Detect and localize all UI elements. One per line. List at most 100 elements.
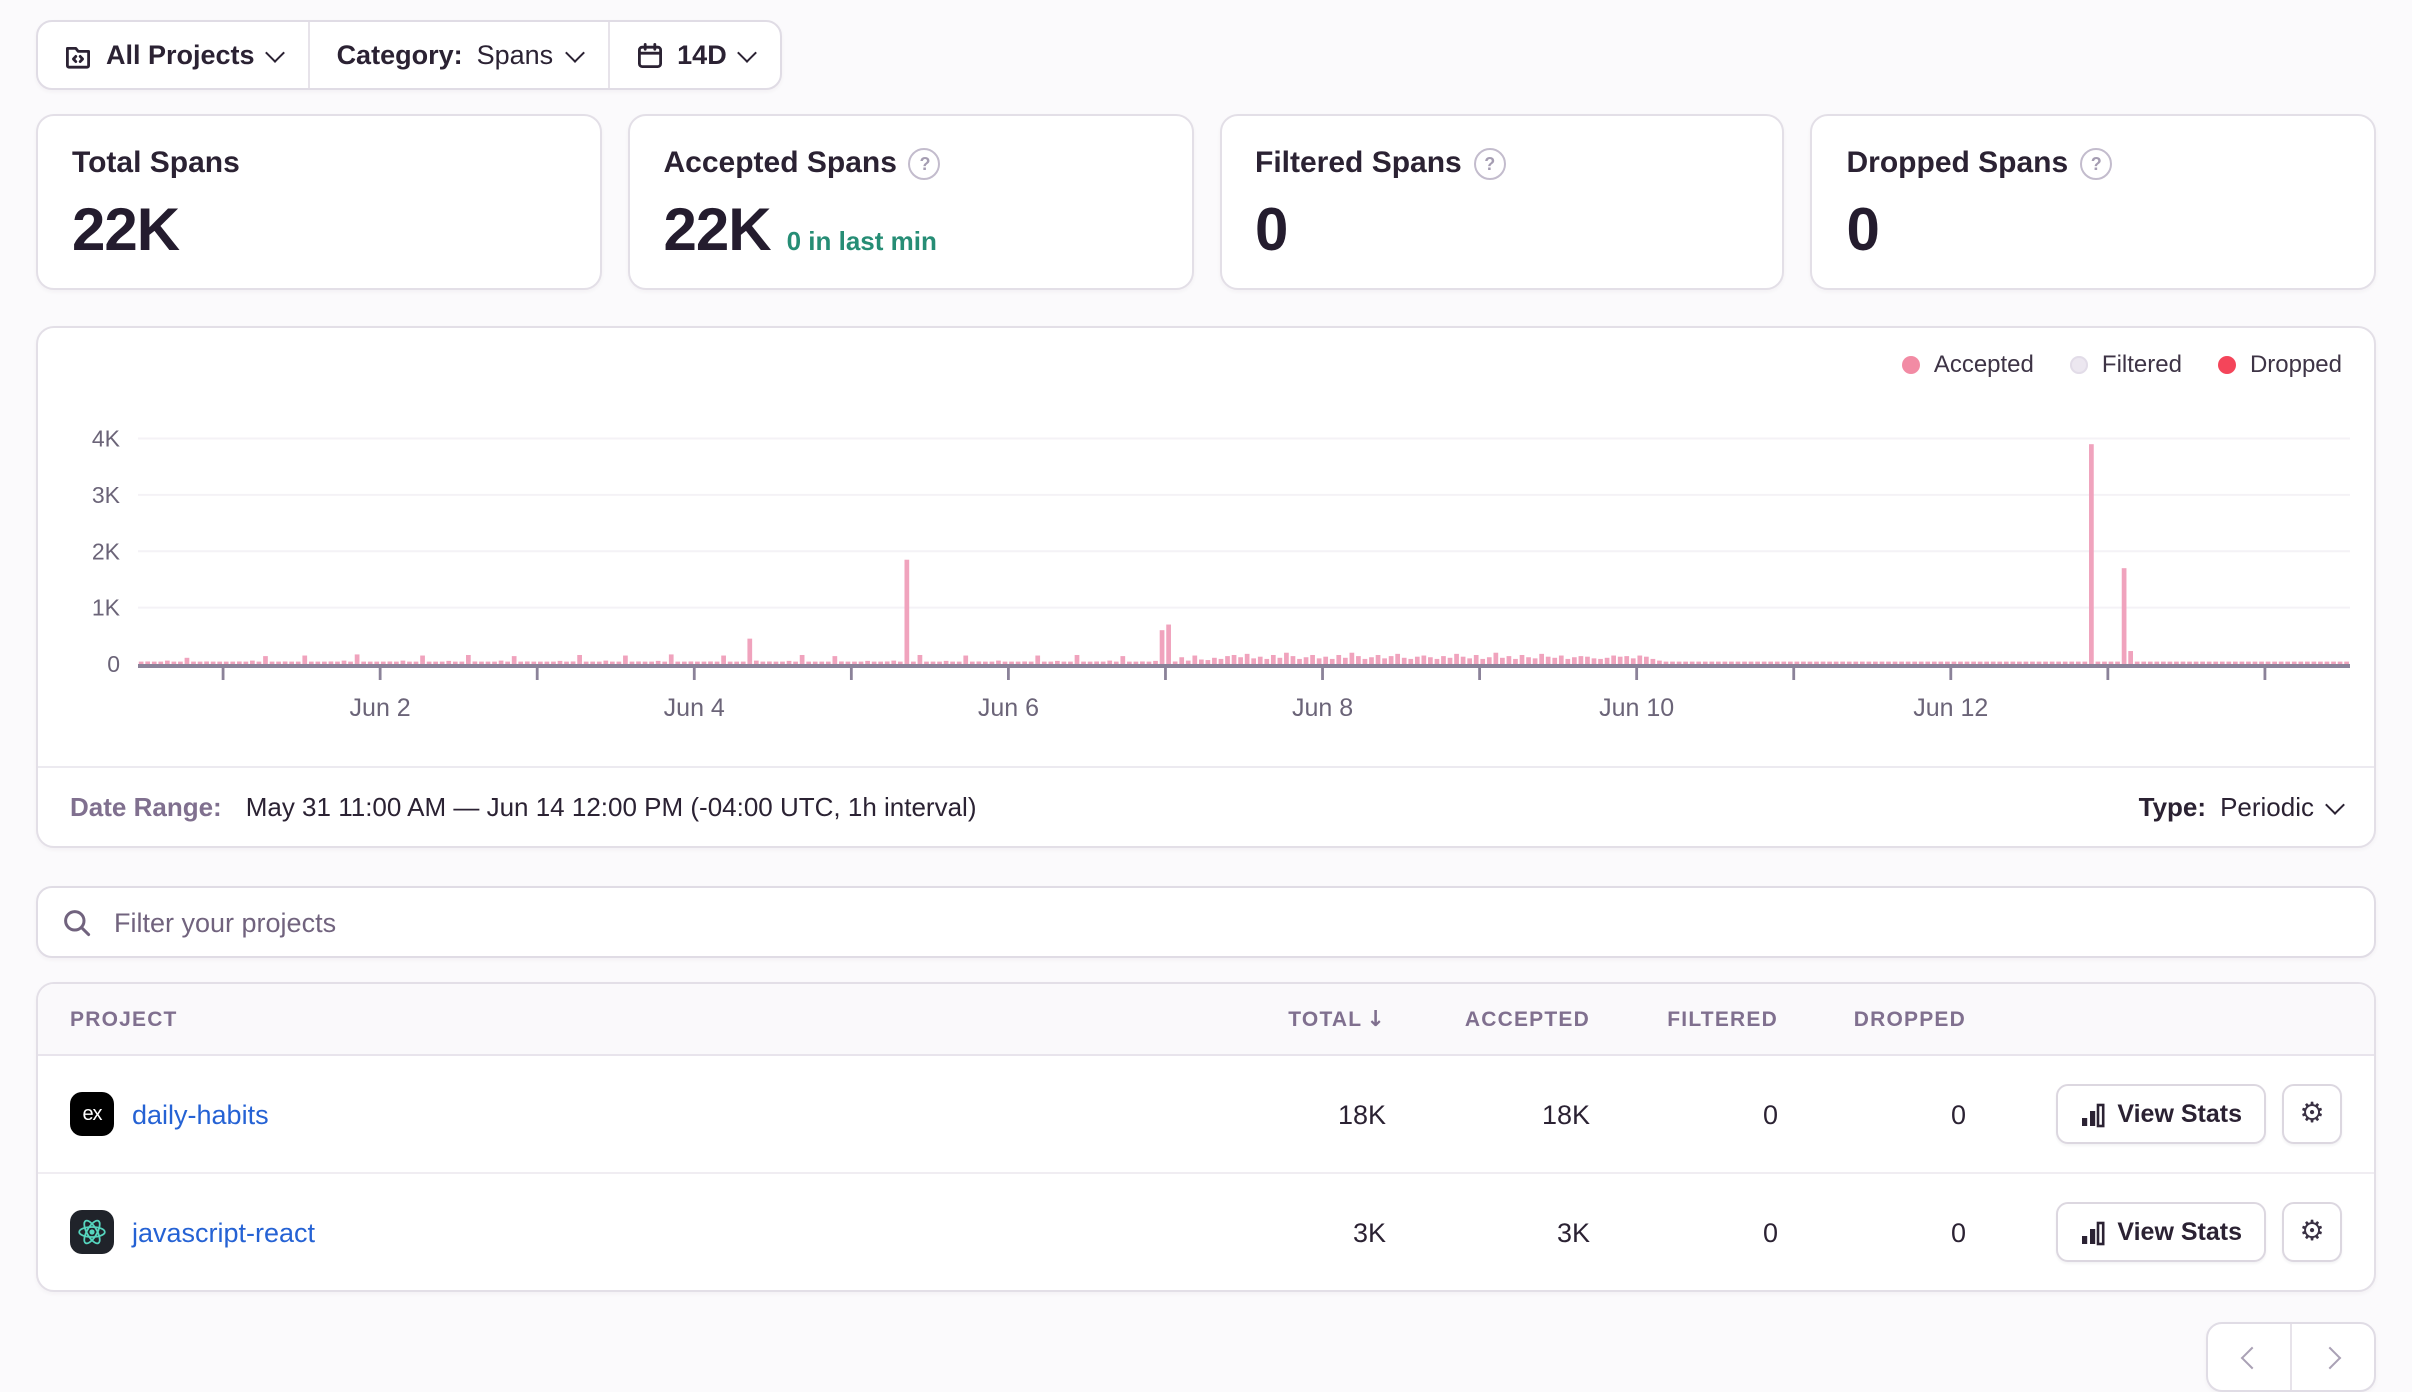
spans-chart-card: Accepted Filtered Dropped 0 1K 2K 3K 4K Jun 2… <box>36 326 2376 848</box>
chevron-down-icon <box>564 42 585 62</box>
chart-legend: Accepted Filtered Dropped <box>1901 350 2342 378</box>
svg-text:0: 0 <box>107 651 120 677</box>
svg-text:2K: 2K <box>92 538 121 564</box>
chart-footer: Date Range: May 31 11:00 AM — Jun 14 12:… <box>38 766 2374 846</box>
card-title: Total Spans <box>72 146 240 180</box>
help-icon[interactable]: ? <box>1473 147 1506 179</box>
projects-table: PROJECT TOTAL ↓ ACCEPTED FILTERED DROPPED… <box>36 982 2376 1292</box>
total-value: 18K <box>1337 1099 1386 1129</box>
chevron-down-icon <box>265 42 286 62</box>
view-stats-button[interactable]: View Stats <box>2055 1202 2266 1262</box>
date-range-readout: Date Range: May 31 11:00 AM — Jun 14 12:… <box>70 792 977 822</box>
total-spans-card: Total Spans 22K <box>36 114 602 290</box>
total-value: 3K <box>1352 1217 1386 1247</box>
column-header-dropped[interactable]: DROPPED <box>1853 1007 1966 1031</box>
chevron-down-icon <box>2325 794 2345 814</box>
svg-text:Jun 2: Jun 2 <box>350 694 411 722</box>
dropped-spans-card: Dropped Spans ? 0 <box>1810 114 2376 290</box>
project-settings-button[interactable]: ⚙ <box>2282 1084 2342 1144</box>
project-link[interactable]: javascript-react <box>132 1217 316 1247</box>
card-title: Accepted Spans <box>663 146 897 180</box>
date-range-selector[interactable]: 14D <box>607 22 781 88</box>
column-header-project: PROJECT <box>70 1007 178 1031</box>
category-value: Spans <box>476 40 554 70</box>
projects-icon <box>66 46 90 68</box>
svg-text:3K: 3K <box>92 482 121 508</box>
accepted-value: 3K <box>1556 1217 1590 1247</box>
card-subtext: 0 in last min <box>786 226 937 256</box>
svg-text:Jun 12: Jun 12 <box>1913 694 1988 722</box>
dropped-dot-icon <box>2217 355 2236 373</box>
filtered-value: 0 <box>1762 1217 1778 1247</box>
dropped-value: 0 <box>1950 1217 1966 1247</box>
filtered-value: 0 <box>1762 1099 1778 1129</box>
calendar-icon <box>637 42 662 67</box>
spans-bar-chart: 0 1K 2K 3K 4K Jun 2 Jun 4 Jun 6 Jun 8 Jun 10 Jun 1… <box>92 426 2350 722</box>
card-value: 0 <box>1255 198 1288 264</box>
type-selector[interactable]: Type: Periodic <box>2138 792 2345 822</box>
table-row: ex daily-habits 18K 18K 0 0 View Stats ⚙ <box>38 1056 2374 1172</box>
bar-chart-icon <box>2081 1220 2104 1245</box>
category-label: Category: <box>336 40 463 70</box>
sort-desc-icon: ↓ <box>1366 1006 1386 1032</box>
project-link[interactable]: daily-habits <box>132 1099 269 1129</box>
type-label: Type: <box>2138 792 2207 822</box>
table-row: javascript-react 3K 3K 0 0 View Stats ⚙ <box>38 1172 2374 1290</box>
project-settings-button[interactable]: ⚙ <box>2282 1202 2342 1262</box>
filtered-dot-icon <box>2069 355 2088 373</box>
stat-cards: Total Spans 22K Accepted Spans ? 22K 0 i… <box>36 114 2376 290</box>
svg-text:Jun 8: Jun 8 <box>1292 694 1353 722</box>
column-header-total[interactable]: TOTAL ↓ <box>1288 1006 1386 1032</box>
previous-page-button[interactable] <box>2208 1324 2290 1390</box>
svg-text:Jun 4: Jun 4 <box>664 694 725 722</box>
legend-label: Dropped <box>2249 350 2342 378</box>
view-stats-button[interactable]: View Stats <box>2055 1084 2266 1144</box>
chevron-right-icon <box>2318 1345 2342 1369</box>
project-selector-label: All Projects <box>106 40 255 70</box>
card-title: Filtered Spans <box>1255 146 1462 180</box>
column-header-filtered[interactable]: FILTERED <box>1667 1007 1778 1031</box>
next-page-button[interactable] <box>2290 1324 2374 1390</box>
card-title: Dropped Spans <box>1846 146 2069 180</box>
svg-text:1K: 1K <box>92 595 121 621</box>
gear-icon: ⚙ <box>2299 1098 2325 1130</box>
pagination <box>36 1322 2376 1392</box>
legend-item-dropped[interactable]: Dropped <box>2217 350 2342 378</box>
chevron-down-icon <box>737 42 758 62</box>
react-platform-icon <box>70 1210 114 1254</box>
date-range-label: Date Range: <box>70 792 222 822</box>
card-value: 0 <box>1846 198 1880 264</box>
legend-item-filtered[interactable]: Filtered <box>2069 350 2182 378</box>
search-input[interactable] <box>110 905 2350 939</box>
card-value: 22K <box>663 198 772 264</box>
table-header: PROJECT TOTAL ↓ ACCEPTED FILTERED DROPPED <box>38 984 2374 1056</box>
date-range-value: 14D <box>677 40 727 70</box>
type-value: Periodic <box>2220 792 2314 822</box>
legend-label: Accepted <box>1933 350 2034 378</box>
date-range-value: May 31 11:00 AM — Jun 14 12:00 PM (-04:0… <box>245 792 977 822</box>
legend-item-accepted[interactable]: Accepted <box>1901 350 2034 378</box>
search-icon <box>64 909 91 936</box>
bar-chart-icon <box>2081 1102 2104 1127</box>
project-selector[interactable]: All Projects <box>38 22 309 88</box>
category-selector[interactable]: Category: Spans <box>308 22 608 88</box>
expo-platform-icon: ex <box>70 1092 114 1136</box>
filtered-spans-card: Filtered Spans ? 0 <box>1219 114 1785 290</box>
project-filter-bar <box>36 886 2376 958</box>
svg-text:Jun 10: Jun 10 <box>1599 694 1674 722</box>
help-icon[interactable]: ? <box>2080 147 2113 179</box>
dropped-value: 0 <box>1950 1099 1966 1129</box>
chevron-left-icon <box>2240 1345 2264 1369</box>
svg-text:4K: 4K <box>92 426 121 452</box>
svg-text:Jun 6: Jun 6 <box>978 694 1039 722</box>
card-value: 22K <box>72 198 180 264</box>
help-icon[interactable]: ? <box>908 147 941 179</box>
gear-icon: ⚙ <box>2299 1216 2325 1248</box>
column-header-accepted[interactable]: ACCEPTED <box>1464 1007 1590 1031</box>
legend-label: Filtered <box>2101 350 2182 378</box>
accepted-spans-card: Accepted Spans ? 22K 0 in last min <box>627 114 1193 290</box>
accepted-value: 18K <box>1541 1099 1590 1129</box>
filter-bar: All Projects Category: Spans 14D <box>36 20 783 90</box>
accepted-dot-icon <box>1901 355 1920 373</box>
